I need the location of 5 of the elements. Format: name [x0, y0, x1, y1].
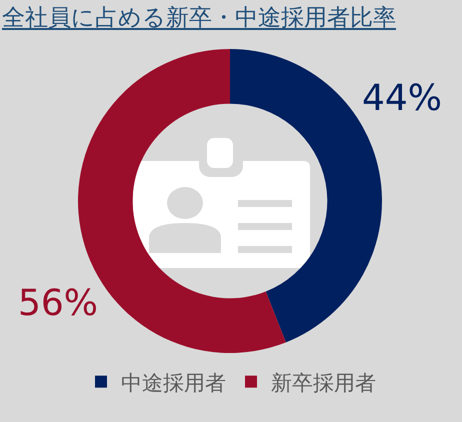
legend-label: 新卒採用者 — [271, 370, 376, 395]
chart-title: 全社員に占める新卒・中途採用者比率 — [2, 4, 396, 33]
data-label: 56% — [18, 283, 98, 324]
legend-label: 中途採用者 — [121, 370, 226, 395]
data-label: 44% — [362, 78, 442, 119]
